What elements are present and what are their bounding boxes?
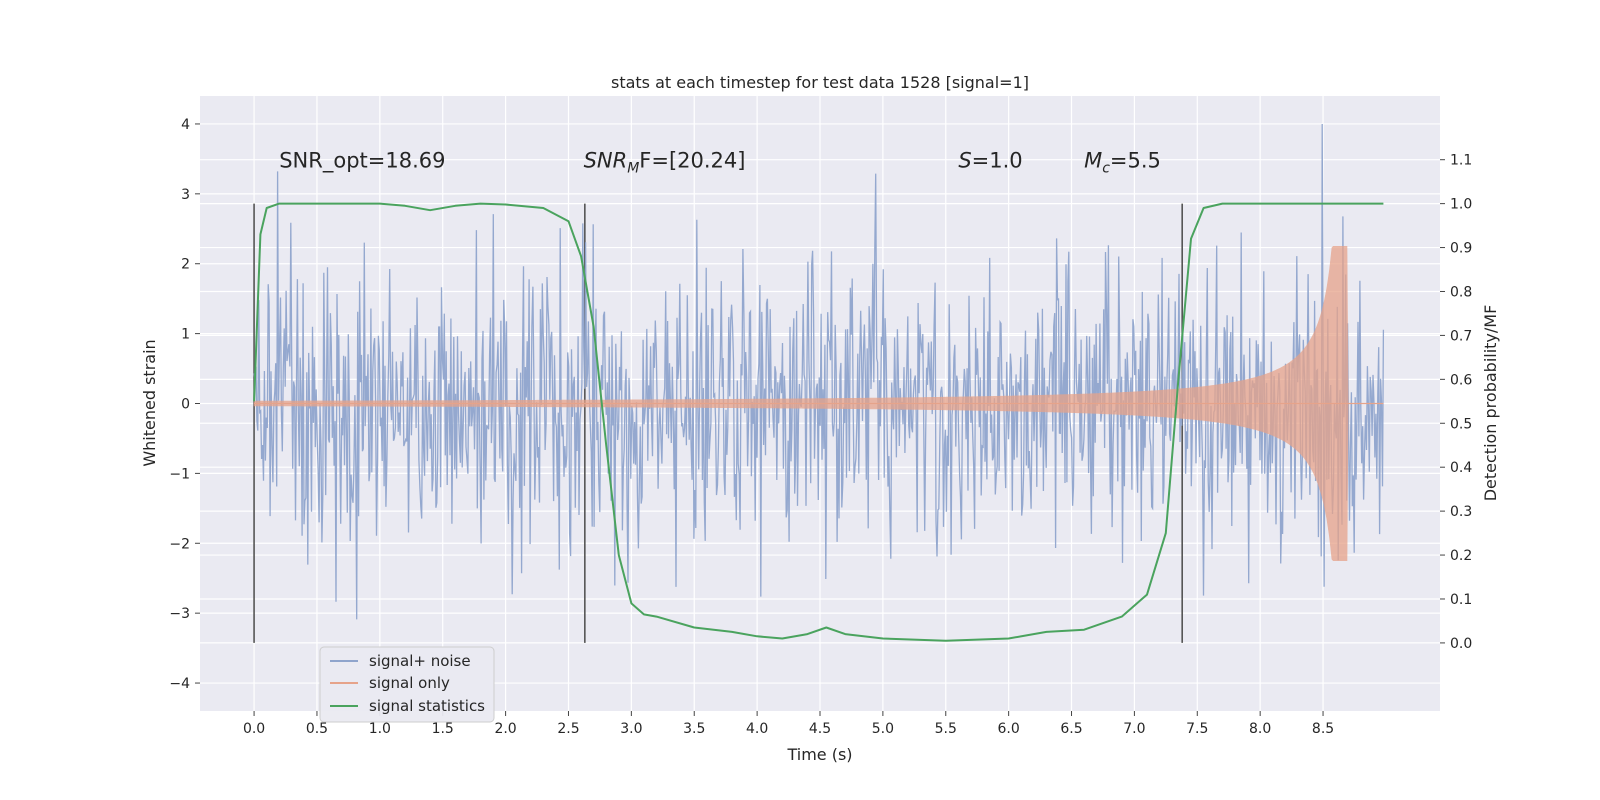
x-tick-label: 1.0 [369,721,391,737]
x-tick-label: 5.5 [935,721,957,737]
x-tick-label: 6.5 [1060,721,1082,737]
y-axis-right: 1.1 1.0 0.9 0.8 0.7 0.6 0.5 0.4 0.3 0.2 0.1 0.0 [1440,153,1472,652]
annotation-3: Mc=5.5 [1084,149,1161,177]
y2-tick-label: 0.5 [1450,416,1472,432]
y2-tick-label: 0.1 [1450,592,1472,608]
x-tick-label: 7.5 [1186,721,1208,737]
y-tick-label: 4 [181,117,190,133]
annotations: SNR_opt=18.69 SNRMF=[20.24] S=1.0 Mc=5.5 [279,149,1161,177]
y-tick-label: −4 [169,676,190,692]
y2-tick-label: 0.4 [1450,460,1472,476]
legend-label-signal-statistics: signal statistics [369,697,485,715]
annotation-0: SNR_opt=18.69 [279,149,445,174]
y-tick-label: −1 [169,466,190,482]
y-tick-label: 1 [181,327,190,343]
x-tick-label: 2.0 [494,721,516,737]
x-tick-label: 8.5 [1312,721,1334,737]
x-tick-label: 0.0 [243,721,265,737]
x-tick-label: 7.0 [1123,721,1145,737]
y-tick-label: 2 [181,257,190,273]
y-axis-label: Whitened strain [140,339,159,466]
y2-axis-label: Detection probability/MF [1481,305,1500,502]
legend-label-signal-noise: signal+ noise [369,652,471,670]
x-tick-label: 1.5 [432,721,454,737]
annotation-1: SNRMF=[20.24] [584,149,746,177]
y2-tick-label: 1.0 [1450,197,1472,213]
series-layer [253,123,1385,642]
annotation-2: S=1.0 [958,149,1022,173]
y2-tick-label: 0.7 [1450,328,1472,344]
legend-label-signal-only: signal only [369,674,450,692]
y2-tick-label: 0.3 [1450,504,1472,520]
x-tick-label: 2.5 [557,721,579,737]
y-tick-label: −2 [169,536,190,552]
x-axis-label: Time (s) [786,745,852,764]
x-axis: 0.0 0.5 1.0 1.5 2.0 2.5 3.0 3.5 4.0 4.5 5.0 5.5 6.0 6… [243,711,1334,737]
x-tick-label: 5.0 [872,721,894,737]
y2-tick-label: 0.2 [1450,548,1472,564]
y-tick-label: 3 [181,187,190,203]
x-tick-label: 6.0 [998,721,1020,737]
x-tick-label: 8.0 [1249,721,1271,737]
y2-tick-label: 1.1 [1450,153,1472,169]
y-axis-left: 4 3 2 1 0 −1 −2 −3 −4 [169,117,200,692]
legend: signal+ noise signal only signal statist… [319,646,495,723]
x-tick-label: 3.5 [683,721,705,737]
x-tick-label: 0.5 [306,721,328,737]
y-tick-label: 0 [181,397,190,413]
x-tick-label: 4.0 [746,721,768,737]
x-tick-label: 4.5 [809,721,831,737]
y-tick-label: −3 [169,606,190,622]
legend-box [319,646,495,723]
y2-tick-label: 0.0 [1450,636,1472,652]
y2-tick-label: 0.8 [1450,284,1472,300]
series-signal-statistics [253,202,1384,642]
chart-title: stats at each timestep for test data 152… [611,73,1029,92]
y2-tick-label: 0.9 [1450,241,1472,257]
y2-tick-label: 0.6 [1450,372,1472,388]
x-tick-label: 3.0 [620,721,642,737]
series-signal-noise [253,123,1385,620]
